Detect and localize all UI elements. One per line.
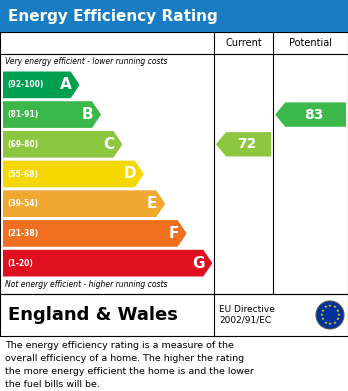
- Polygon shape: [216, 132, 271, 156]
- Polygon shape: [3, 190, 165, 217]
- Text: Current: Current: [225, 38, 262, 48]
- Text: (21-38): (21-38): [7, 229, 38, 238]
- Circle shape: [316, 301, 344, 329]
- Text: ★: ★: [324, 305, 327, 310]
- Text: (1-20): (1-20): [7, 258, 33, 268]
- Polygon shape: [3, 250, 212, 276]
- Polygon shape: [3, 131, 122, 158]
- Polygon shape: [3, 72, 80, 98]
- Text: Potential: Potential: [289, 38, 332, 48]
- Text: Very energy efficient - lower running costs: Very energy efficient - lower running co…: [5, 57, 167, 66]
- Text: D: D: [123, 167, 136, 181]
- Bar: [0, 0, 348, 32]
- Text: ★: ★: [335, 317, 339, 321]
- Text: A: A: [60, 77, 72, 92]
- Text: (39-54): (39-54): [7, 199, 38, 208]
- Text: EU Directive: EU Directive: [219, 305, 275, 314]
- Text: Not energy efficient - higher running costs: Not energy efficient - higher running co…: [5, 280, 167, 289]
- Text: ★: ★: [337, 313, 341, 317]
- Text: ★: ★: [332, 321, 336, 325]
- Text: (69-80): (69-80): [7, 140, 38, 149]
- Text: ★: ★: [321, 308, 324, 313]
- Text: ★: ★: [324, 321, 327, 325]
- Text: C: C: [103, 137, 114, 152]
- Text: the fuel bills will be.: the fuel bills will be.: [5, 380, 100, 389]
- Text: The energy efficiency rating is a measure of the: The energy efficiency rating is a measur…: [5, 341, 234, 350]
- Text: (81-91): (81-91): [7, 110, 38, 119]
- Text: 2002/91/EC: 2002/91/EC: [219, 316, 271, 325]
- Polygon shape: [3, 220, 187, 247]
- Text: ★: ★: [335, 308, 339, 313]
- Text: ★: ★: [328, 322, 332, 326]
- Text: (92-100): (92-100): [7, 81, 44, 90]
- Text: ★: ★: [328, 304, 332, 308]
- Text: overall efficiency of a home. The higher the rating: overall efficiency of a home. The higher…: [5, 354, 244, 363]
- Text: F: F: [168, 226, 179, 241]
- Text: ★: ★: [319, 313, 323, 317]
- Text: Energy Efficiency Rating: Energy Efficiency Rating: [8, 9, 218, 23]
- Polygon shape: [275, 102, 346, 127]
- Text: E: E: [147, 196, 157, 211]
- Polygon shape: [3, 161, 144, 187]
- Text: 72: 72: [237, 137, 256, 151]
- Text: the more energy efficient the home is and the lower: the more energy efficient the home is an…: [5, 367, 254, 376]
- Text: England & Wales: England & Wales: [8, 306, 178, 324]
- Text: ★: ★: [321, 317, 324, 321]
- Text: ★: ★: [332, 305, 336, 310]
- Text: G: G: [192, 256, 204, 271]
- Polygon shape: [3, 101, 101, 128]
- Text: B: B: [81, 107, 93, 122]
- Text: (55-68): (55-68): [7, 170, 38, 179]
- Text: 83: 83: [304, 108, 323, 122]
